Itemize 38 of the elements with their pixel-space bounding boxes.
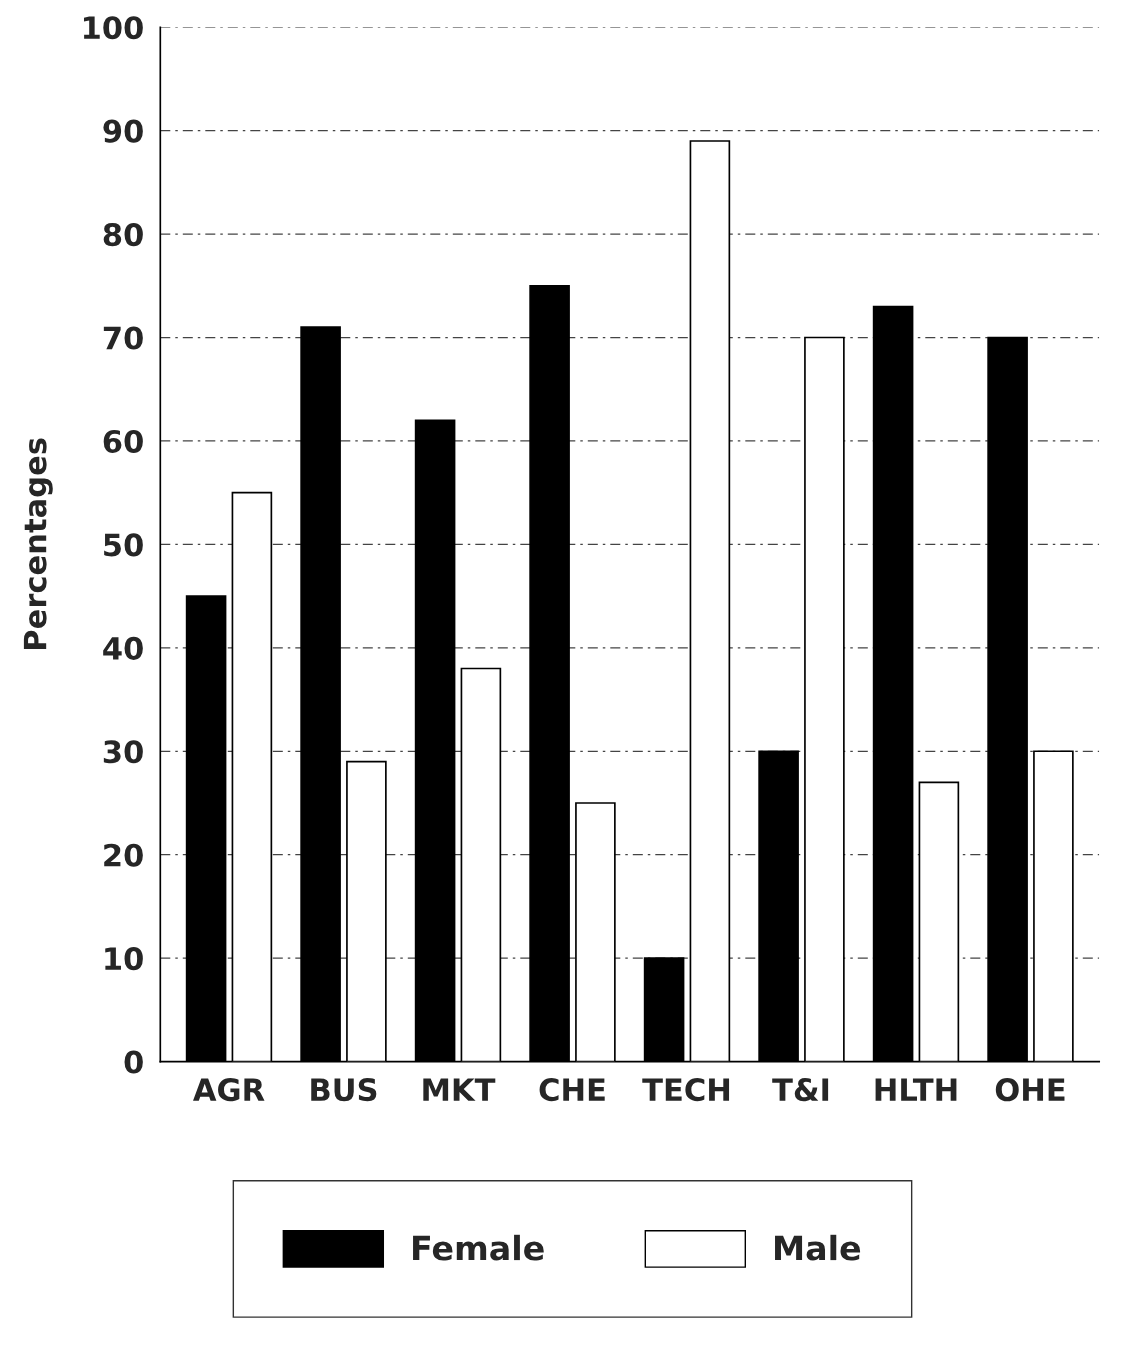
y-tick-label: 10 [105, 947, 143, 971]
legend-label: Male [775, 1234, 861, 1261]
y-tick-label: 80 [103, 223, 143, 247]
x-tick-label: MKT [423, 1078, 496, 1101]
bar [987, 336, 1028, 1062]
bar [300, 326, 341, 1062]
x-tick-label: AGR [193, 1078, 265, 1102]
bar [758, 750, 799, 1062]
y-tick-label: 60 [103, 429, 143, 454]
bar [414, 419, 456, 1062]
bar [643, 957, 685, 1062]
legend-label: Female [413, 1234, 544, 1261]
y-tick-label: 70 [103, 326, 143, 350]
x-tick-label: OHE [995, 1078, 1065, 1102]
bar [346, 760, 387, 1062]
x-tick-label: TECH [642, 1078, 730, 1102]
y-tick-label: 0 [124, 1050, 143, 1074]
x-tick-label: T&I [772, 1078, 829, 1102]
x-tick-label: BUS [311, 1078, 377, 1102]
bar [804, 336, 845, 1062]
bar [918, 781, 960, 1062]
bar [872, 305, 914, 1062]
bar [460, 667, 502, 1062]
bar [689, 140, 731, 1062]
y-tick-label: 20 [104, 843, 143, 867]
y-tick-label: 40 [103, 636, 143, 660]
y-tick-label: 90 [103, 119, 143, 143]
x-tick-label: HLTH [875, 1078, 957, 1101]
x-tick-label: CHE [539, 1078, 605, 1102]
y-tick-label: 30 [103, 740, 143, 764]
y-tick-label: 50 [104, 533, 143, 557]
bar [185, 595, 227, 1062]
y-axis-title: Percentages [23, 438, 53, 649]
bar [575, 802, 616, 1062]
bar [1033, 750, 1074, 1062]
y-tick-label: 100 [83, 16, 143, 40]
bar [529, 284, 570, 1062]
bar [231, 491, 273, 1062]
